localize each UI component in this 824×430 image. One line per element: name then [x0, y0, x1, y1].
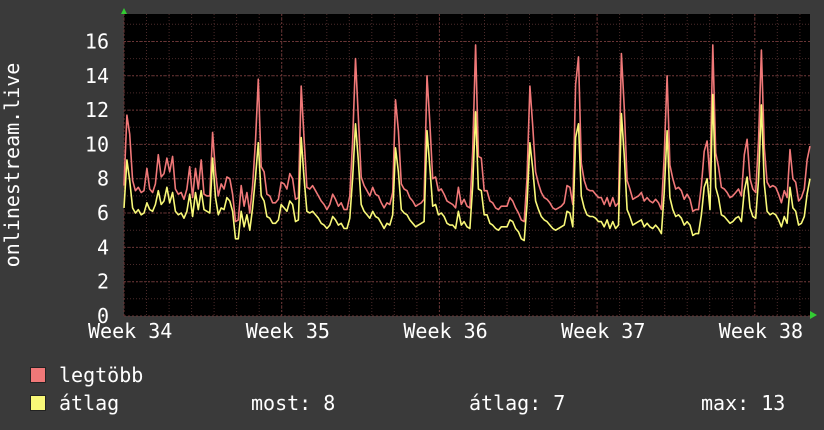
y-axis-label: onlinestream.live — [0, 63, 24, 268]
y-tick-label: 8 — [97, 167, 109, 191]
x-tick-label: Week 37 — [561, 319, 645, 343]
y-tick-label: 12 — [85, 98, 109, 122]
series-line-0 — [123, 44, 811, 223]
y-tick-label: 2 — [97, 270, 109, 294]
stat-avg: átlag: 7 — [469, 391, 566, 415]
legend-swatch-avg — [30, 395, 46, 411]
x-tick-label: Week 38 — [719, 319, 803, 343]
series-layer — [123, 44, 811, 242]
legend-label-avg: átlag — [59, 391, 120, 415]
stat-max: max: 13 — [701, 391, 786, 415]
x-tick-label: Week 35 — [246, 319, 330, 343]
y-tick-label: 16 — [85, 30, 109, 54]
x-tick-label: Week 34 — [88, 319, 172, 343]
y-tick-labels: 0 2 4 6 8 10 12 14 16 — [85, 30, 109, 329]
plot-area — [124, 14, 810, 316]
legend-item-max: legtöbb — [30, 363, 143, 387]
y-tick-label: 0 — [97, 304, 109, 328]
legend-item-avg: átlag — [30, 391, 119, 415]
legend-swatch-max — [30, 367, 46, 383]
y-tick-label: 4 — [97, 235, 109, 259]
x-tick-label: Week 36 — [403, 319, 487, 343]
legend-label-max: legtöbb — [59, 363, 144, 387]
x-axis-arrow-icon — [810, 311, 817, 319]
stat-now: most: 8 — [251, 391, 336, 415]
y-tick-label: 6 — [97, 201, 109, 225]
y-tick-label: 10 — [85, 132, 109, 156]
y-axis-arrow-icon — [121, 8, 127, 14]
series-line-1 — [123, 93, 811, 242]
x-tick-labels: Week 34 Week 35 Week 36 Week 37 Week 38 — [88, 319, 803, 343]
y-tick-label: 14 — [85, 64, 109, 88]
